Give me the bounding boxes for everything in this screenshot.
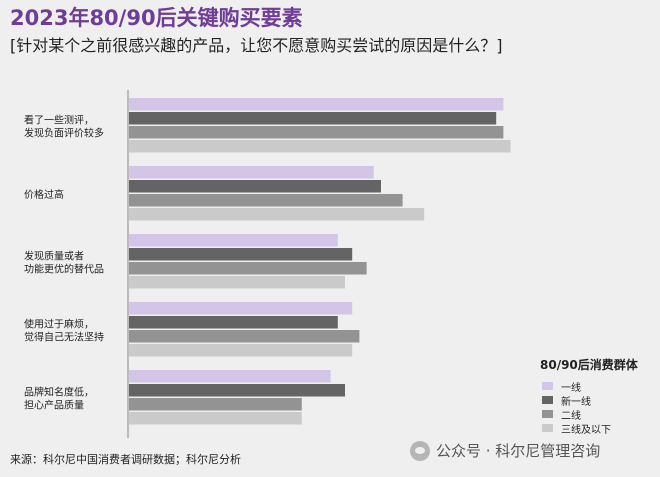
bar xyxy=(129,262,367,275)
bar xyxy=(129,412,302,425)
legend: 80/90后消费群体 一线 新一线 二线 三线及以下 xyxy=(540,356,638,436)
bar xyxy=(129,126,504,139)
wechat-icon xyxy=(410,440,430,461)
category-label: 使用过于麻烦， xyxy=(24,318,94,331)
category-label: 品牌知名度低， xyxy=(24,386,94,399)
watermark: 公众号 · 科尔尼管理咨询 xyxy=(410,440,600,461)
chart-subtitle: [针对某个之前很感兴趣的产品，让您不愿意购买尝试的原因是什么？] xyxy=(10,36,503,55)
legend-title: 80/90后消费群体 xyxy=(540,358,638,372)
source-note: 来源：科尔尼中国消费者调研数据；科尔尼分析 xyxy=(10,453,241,466)
legend-item-new-tier1: 新一线 xyxy=(542,393,638,408)
bar xyxy=(129,330,360,343)
bar xyxy=(129,276,345,289)
bar xyxy=(129,370,331,383)
bar xyxy=(129,166,374,179)
watermark-text: 公众号 · 科尔尼管理咨询 xyxy=(436,442,601,460)
legend-label: 三线及以下 xyxy=(561,424,611,436)
category-label: 功能更优的替代品 xyxy=(24,263,104,276)
category-label: 发现质量或者 xyxy=(24,250,84,263)
bar xyxy=(129,208,425,221)
bar xyxy=(129,140,511,153)
legend-swatch xyxy=(542,396,553,404)
legend-swatch xyxy=(542,424,553,432)
bar xyxy=(129,316,338,329)
bar xyxy=(129,112,497,125)
bar xyxy=(129,98,504,111)
bar xyxy=(129,234,338,247)
category-label: 看了一些测评， xyxy=(24,114,94,127)
legend-item-tier2: 二线 xyxy=(542,407,638,422)
legend-label: 一线 xyxy=(561,382,581,394)
legend-label: 二线 xyxy=(561,410,581,422)
category-label: 价格过高 xyxy=(24,188,64,201)
bar xyxy=(129,384,345,397)
bar xyxy=(129,398,302,411)
category-label: 担心产品质量 xyxy=(24,399,84,412)
bar xyxy=(129,344,353,357)
bar xyxy=(129,248,353,261)
legend-item-tier1: 一线 xyxy=(542,379,638,394)
legend-item-tier3-below: 三线及以下 xyxy=(542,421,638,436)
bar xyxy=(129,302,353,315)
legend-swatch xyxy=(542,410,553,418)
legend-label: 新一线 xyxy=(561,396,591,408)
bar xyxy=(129,180,381,193)
category-label: 发现负面评价较多 xyxy=(24,127,104,140)
chart-title: 2023年80/90后关键购买要素 xyxy=(10,6,303,30)
legend-swatch xyxy=(542,382,553,390)
category-label: 觉得自己无法坚持 xyxy=(24,331,104,344)
bar xyxy=(129,194,403,207)
